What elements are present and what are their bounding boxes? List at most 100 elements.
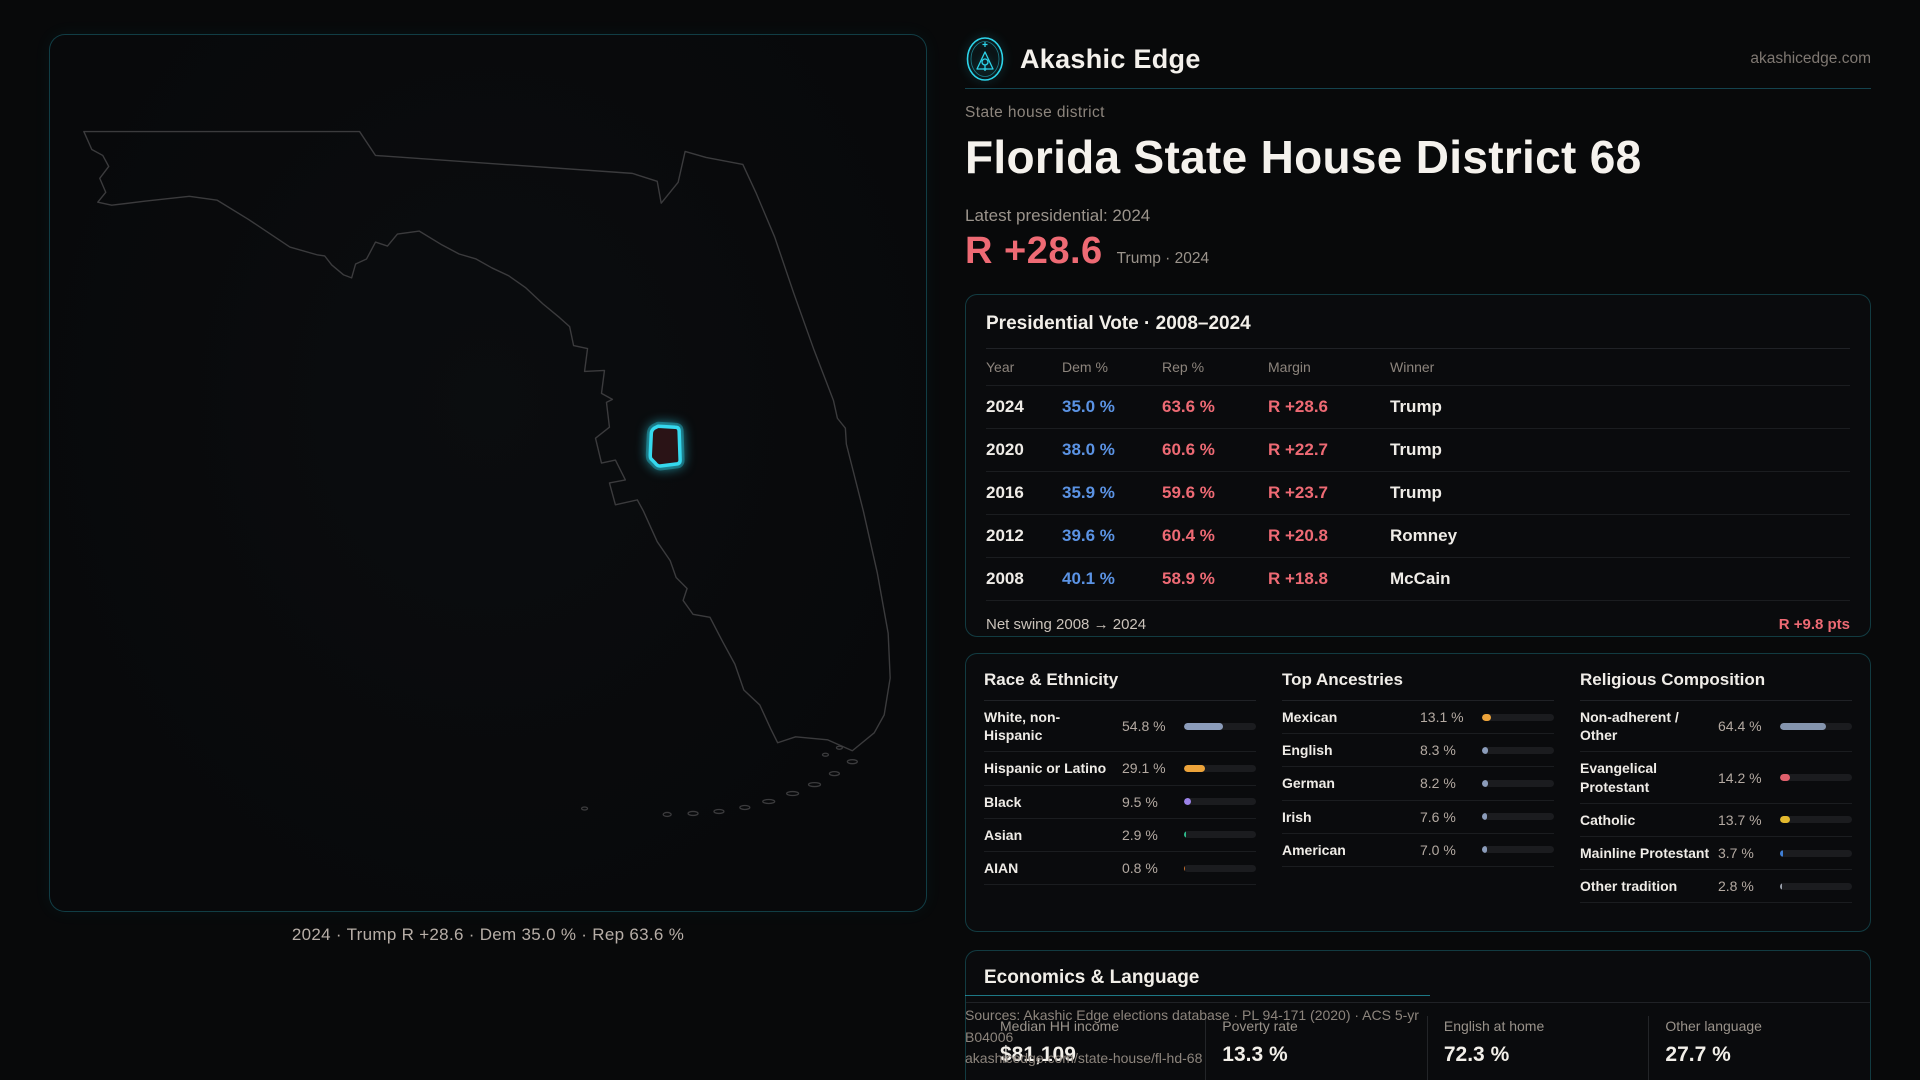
economic-stat-label: Other language	[1665, 1018, 1762, 1034]
top-ancestries-column: Top Ancestries Mexican 13.1 % English 8.3 %…	[1282, 670, 1554, 903]
presidential-card-title: Presidential Vote · 2008–2024	[986, 313, 1850, 349]
cell-dem: 38.0 %	[1062, 440, 1115, 459]
stat-row: Non-adherent / Other 64.4 %	[1580, 701, 1852, 753]
economic-stat: Poverty rate 13.3 %	[1205, 1016, 1427, 1080]
stat-row: English 8.3 %	[1282, 734, 1554, 768]
race-ethnicity-column: Race & Ethnicity White, non-Hispanic 54.8…	[984, 670, 1256, 903]
cell-rep: 59.6 %	[1162, 483, 1215, 502]
cell-margin: R +28.6	[1268, 397, 1329, 416]
cell-margin: R +18.8	[1268, 569, 1329, 588]
stat-label: Black	[984, 793, 1022, 810]
table-row: 2012 39.6 % 60.4 % R +20.8 Romney	[986, 515, 1850, 558]
col-header-dem: Dem %	[1062, 359, 1108, 375]
economics-language-card: Economics & Language Median HH income $81…	[965, 950, 1871, 1080]
stat-bar	[1482, 746, 1554, 754]
economic-stat-label: Poverty rate	[1222, 1018, 1298, 1034]
brand-domain-link[interactable]: akashicedge.com	[1750, 50, 1871, 67]
stat-value: 8.3 %	[1420, 742, 1456, 759]
cell-winner: McCain	[1390, 569, 1451, 588]
cell-dem: 35.0 %	[1062, 397, 1115, 416]
latest-presidential-label: Latest presidential: 2024	[965, 206, 1151, 225]
page-title: Florida State House District 68	[965, 131, 1642, 183]
col-header-winner: Winner	[1390, 359, 1435, 375]
stat-value: 9.5 %	[1122, 793, 1158, 810]
economic-stat: Median HH income $81,109	[966, 1016, 1205, 1080]
cell-dem: 40.1 %	[1062, 569, 1115, 588]
district-map-panel	[49, 34, 927, 912]
cell-rep: 58.9 %	[1162, 569, 1215, 588]
stat-row: American 7.0 %	[1282, 834, 1554, 867]
florida-map	[83, 130, 891, 818]
stat-label: Mexican	[1282, 709, 1338, 725]
stat-value: 7.6 %	[1420, 808, 1456, 825]
stat-value: 2.8 %	[1718, 878, 1754, 895]
col-header-year: Year	[986, 359, 1015, 375]
stat-bar	[1184, 864, 1256, 872]
district-68-shape[interactable]	[645, 421, 685, 471]
cell-winner: Romney	[1390, 526, 1458, 545]
stat-value: 13.1 %	[1420, 709, 1464, 726]
cell-margin: R +20.8	[1268, 526, 1329, 545]
stat-row: Asian 2.9 %	[984, 819, 1256, 852]
stat-label: AIAN	[984, 859, 1019, 876]
stat-bar	[1184, 798, 1256, 806]
stat-value: 8.2 %	[1420, 775, 1456, 792]
economic-stat: Other language 27.7 %	[1648, 1016, 1870, 1080]
stat-value: 64.4 %	[1718, 718, 1762, 735]
net-swing-row: Net swing 2008 → 2024 R +9.8 pts	[986, 601, 1850, 648]
cell-dem: 35.9 %	[1062, 483, 1115, 502]
economic-stat-value: $81,109	[1000, 1043, 1076, 1066]
stat-label: Catholic	[1580, 811, 1636, 828]
cell-winner: Trump	[1390, 440, 1442, 459]
cell-year: 2008	[986, 569, 1024, 588]
economic-stat-value: 13.3 %	[1222, 1043, 1288, 1066]
cell-margin: R +23.7	[1268, 483, 1329, 502]
stat-label: Irish	[1282, 808, 1312, 825]
district-page-link[interactable]: akashicedge.com/state-house/fl-hd-68	[965, 1050, 1203, 1067]
stat-bar	[1482, 779, 1554, 787]
economics-stats: Median HH income $81,109 Poverty rate 13.3 …	[966, 1003, 1870, 1080]
stat-value: 29.1 %	[1122, 760, 1166, 777]
stat-value: 3.7 %	[1718, 845, 1754, 862]
stat-label: Asian	[984, 826, 1023, 843]
economics-card-title: Economics & Language	[966, 967, 1870, 1003]
table-row: 2016 35.9 % 59.6 % R +23.7 Trump	[986, 472, 1850, 515]
stat-label: Mainline Protestant	[1580, 844, 1710, 861]
stat-row: Catholic 13.7 %	[1580, 804, 1852, 837]
stat-bar	[1184, 764, 1256, 772]
net-swing-value: R +9.8 pts	[1778, 616, 1850, 633]
stat-bar	[1780, 816, 1852, 824]
stat-row: Hispanic or Latino 29.1 %	[984, 752, 1256, 786]
economic-stat-value: 72.3 %	[1443, 1043, 1510, 1066]
stat-label: White, non-Hispanic	[984, 709, 1061, 744]
stat-value: 2.9 %	[1122, 826, 1158, 843]
religious-composition-column: Religious Composition Non-adherent / Oth…	[1580, 670, 1852, 904]
stat-label: Non-adherent / Other	[1580, 709, 1679, 744]
cell-rep: 63.6 %	[1162, 397, 1215, 416]
margin-context: Trump · 2024	[1116, 250, 1210, 267]
florida-keys	[580, 745, 858, 818]
stat-bar	[1482, 813, 1554, 821]
stat-label: German	[1282, 775, 1335, 792]
stat-row: Irish 7.6 %	[1282, 801, 1554, 834]
top-ancestries-title: Top Ancestries	[1282, 670, 1554, 701]
net-swing-label: Net swing 2008 → 2024	[986, 616, 1147, 633]
religious-composition-title: Religious Composition	[1580, 670, 1852, 701]
stat-row: German 8.2 %	[1282, 767, 1554, 801]
stat-label: Other tradition	[1580, 878, 1678, 895]
demographics-card: Race & Ethnicity White, non-Hispanic 54.8…	[965, 653, 1871, 932]
cell-year: 2024	[986, 397, 1024, 416]
cell-winner: Trump	[1390, 397, 1442, 416]
stat-bar	[1780, 882, 1852, 890]
stat-label: American	[1282, 841, 1346, 858]
economic-stat-label: Median HH income	[1000, 1018, 1120, 1034]
stat-label: Evangelical Protestant	[1580, 760, 1658, 795]
stat-row: Other tradition 2.8 %	[1580, 870, 1852, 904]
akashic-edge-logo-icon	[966, 37, 1004, 81]
florida-outline	[83, 130, 891, 752]
economic-stat: English at home 72.3 %	[1426, 1016, 1649, 1080]
cell-year: 2012	[986, 526, 1024, 545]
stat-bar	[1184, 831, 1256, 839]
margin-value: R +28.6	[965, 230, 1103, 272]
site-header: Akashic Edge akashicedge.com	[965, 36, 1871, 82]
